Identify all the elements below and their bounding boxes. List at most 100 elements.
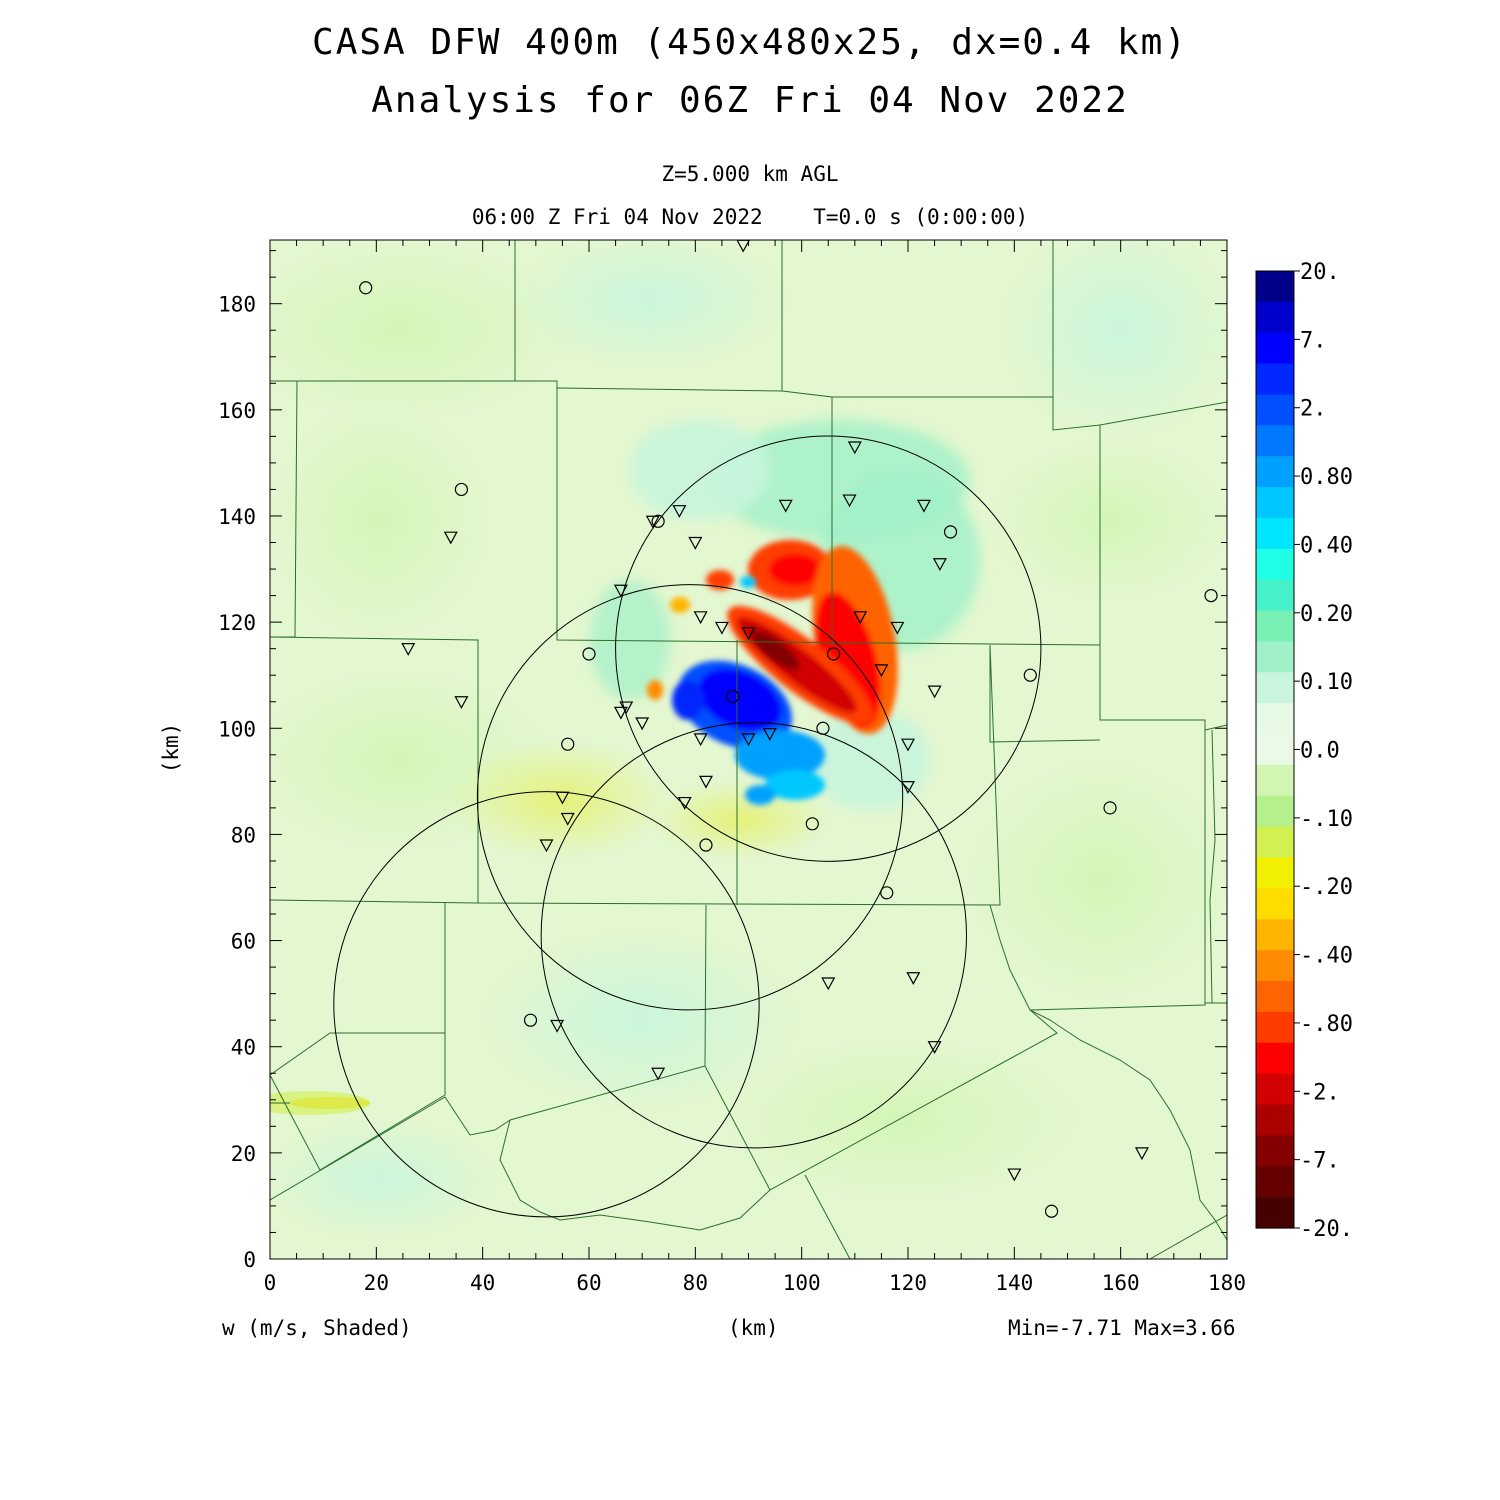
radar-range-ring — [615, 435, 1042, 862]
station-triangle-marker — [635, 717, 650, 731]
station-circle-marker — [805, 817, 819, 831]
station-circle-marker — [359, 281, 373, 295]
min-max-label: Min=-7.71 Max=3.66 — [1008, 1316, 1236, 1340]
colorbar-label: -.40 — [1300, 944, 1353, 969]
colorbar-swatch — [1256, 363, 1294, 396]
y-tick-label: 100 — [218, 717, 256, 741]
station-circle-marker — [880, 886, 894, 900]
colorbar-swatch — [1256, 764, 1294, 797]
colorbar-label: 20. — [1300, 260, 1340, 285]
colorbar-label: 0.10 — [1300, 670, 1353, 695]
colorbar-swatch — [1256, 672, 1294, 704]
colorbar-swatch — [1256, 1042, 1294, 1075]
colorbar-swatch — [1256, 487, 1294, 519]
y-axis-label: (km) — [159, 723, 183, 774]
station-triangle-marker — [874, 664, 889, 678]
station-triangle-marker — [778, 499, 793, 513]
station-triangle-marker — [693, 611, 708, 625]
colorbar-swatch — [1256, 734, 1294, 766]
x-tick-label: 40 — [470, 1271, 495, 1295]
station-triangle-marker — [672, 505, 687, 518]
station-circle-marker — [523, 1013, 538, 1027]
x-tick-label: 120 — [889, 1271, 927, 1295]
colorbar-swatch — [1256, 826, 1294, 859]
station-triangle-marker — [853, 611, 868, 625]
x-tick-label: 160 — [1102, 1271, 1140, 1295]
colorbar-label: -2. — [1300, 1080, 1340, 1105]
station-triangle-marker — [847, 441, 862, 455]
colorbar-label: 2. — [1300, 397, 1327, 422]
station-triangle-marker — [927, 685, 942, 699]
station-triangle-marker — [645, 515, 660, 529]
station-triangle-marker — [555, 791, 570, 805]
station-triangle-marker — [677, 796, 692, 810]
y-tick-labels: 0 20 40 60 80 100 120 140 160 180 — [218, 293, 256, 1272]
colorbar-swatch — [1256, 1166, 1294, 1198]
station-circle-marker — [454, 482, 468, 497]
radar-range-ring — [476, 584, 904, 1011]
county-boundaries — [270, 240, 1227, 1259]
shaded-field — [270, 240, 1227, 1259]
x-tick-label: 80 — [683, 1271, 708, 1295]
station-triangle-marker — [821, 977, 836, 991]
colorbar-swatch — [1256, 641, 1294, 673]
time-label: 06:00 Z Fri 04 Nov 2022 T=0.0 s (0:00:00… — [471, 205, 1029, 229]
station-triangle-marker — [927, 1041, 942, 1054]
colorbar-swatch — [1256, 1197, 1294, 1229]
colorbar-swatch — [1256, 301, 1294, 334]
radar-range-ring — [333, 791, 760, 1218]
colorbar-label: 0.80 — [1300, 465, 1353, 490]
colorbar-label: 0.40 — [1300, 533, 1353, 558]
station-triangle-marker — [1007, 1168, 1022, 1182]
x-axis-label: (km) — [728, 1316, 779, 1340]
y-tick-label: 40 — [231, 1036, 256, 1060]
colorbar-swatch — [1256, 394, 1294, 426]
station-triangle-marker — [890, 621, 905, 635]
colorbar-label: 0.20 — [1300, 602, 1353, 627]
variable-label: w (m/s, Shaded) — [222, 1316, 412, 1340]
colorbar-swatch — [1256, 271, 1294, 303]
colorbar-swatch — [1256, 1011, 1294, 1044]
y-tick-label: 180 — [218, 293, 256, 317]
colorbar-swatch — [1256, 548, 1294, 581]
station-triangle-marker — [698, 775, 713, 789]
station-circle-marker — [1204, 588, 1218, 603]
colorbar-label: 7. — [1300, 328, 1327, 353]
chart-subtitle: Analysis for 06Z Fri 04 Nov 2022 — [371, 80, 1129, 121]
colorbar-swatch — [1256, 1135, 1294, 1167]
colorbar-swatch — [1256, 1104, 1294, 1136]
station-triangle-marker — [443, 531, 458, 545]
colorbar-swatch — [1256, 1073, 1294, 1106]
colorbar-label: -.10 — [1300, 807, 1353, 832]
station-triangle-marker — [900, 781, 916, 794]
station-triangle-marker — [932, 558, 947, 571]
level-label: Z=5.000 km AGL — [661, 162, 839, 186]
station-markers — [359, 240, 1218, 1218]
colorbar-swatch — [1256, 579, 1294, 612]
y-tick-label: 160 — [218, 399, 256, 423]
y-tick-label: 140 — [218, 505, 256, 529]
station-triangle-marker — [906, 972, 921, 985]
colorbar-swatch — [1256, 425, 1294, 457]
x-tick-label: 100 — [783, 1271, 821, 1295]
station-triangle-marker — [1134, 1147, 1149, 1161]
colorbar-swatch — [1256, 919, 1294, 951]
station-triangle-marker — [550, 1019, 565, 1033]
x-tick-label: 60 — [576, 1271, 601, 1295]
station-circle-marker — [826, 647, 841, 661]
station-triangle-marker — [762, 727, 777, 741]
station-circle-marker — [561, 737, 575, 751]
radar-range-ring — [540, 722, 967, 1149]
axis-ticks — [269, 240, 1228, 1260]
station-triangle-marker — [693, 733, 708, 747]
station-circle-marker — [651, 514, 665, 528]
colorbar-labels: 20. 7. 2. 0.80 0.40 0.20 0.10 0.0 -.10 -.20 -.40 -.… — [1300, 260, 1353, 1242]
station-triangle-marker — [613, 584, 628, 598]
y-tick-label: 60 — [231, 930, 256, 954]
colorbar-swatch — [1256, 857, 1294, 890]
colorbar-swatch — [1256, 950, 1294, 982]
x-tick-label: 0 — [264, 1271, 277, 1295]
station-circle-marker — [699, 838, 713, 852]
station-circle-marker — [816, 721, 830, 735]
